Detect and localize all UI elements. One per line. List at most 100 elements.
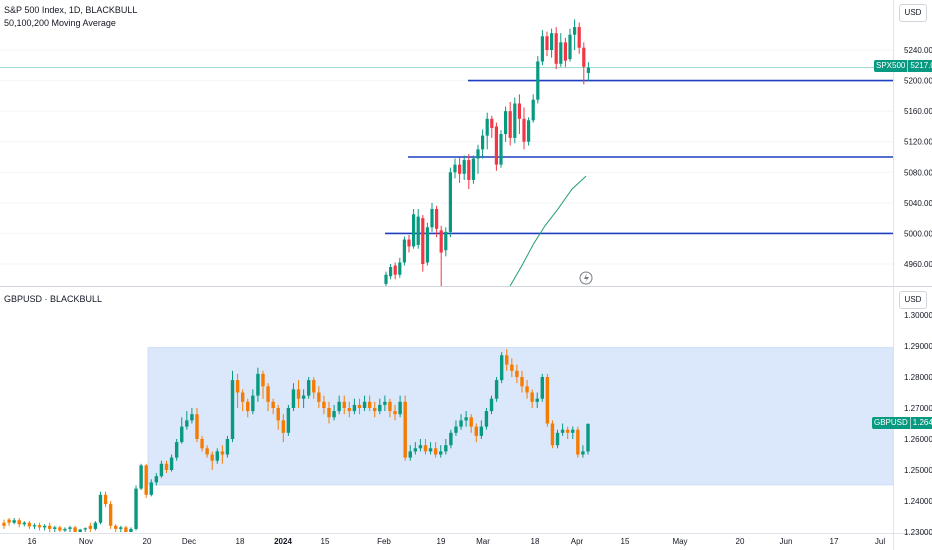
time-tick-label: Dec — [182, 537, 196, 546]
spx-candle — [522, 107, 526, 150]
gbpusd-candle — [332, 404, 336, 421]
gbpusd-candle — [525, 380, 529, 399]
spx-candle — [425, 222, 429, 266]
gbpusd-candle-body — [200, 439, 204, 449]
gbpusd-candle — [408, 445, 412, 461]
gbpusd-candle — [337, 395, 341, 415]
gbpusd-candle-body — [357, 404, 362, 408]
spx-candle — [393, 262, 397, 280]
spx-candle — [577, 22, 581, 54]
spx-candle-body — [444, 231, 448, 251]
moving-average-line — [509, 175, 587, 287]
spx-candle — [540, 30, 544, 66]
gbpusd-candle-body — [510, 364, 514, 371]
spx-currency-button[interactable]: USD — [899, 4, 927, 22]
spx-candle — [435, 205, 439, 238]
gbpusd-candle — [383, 395, 387, 412]
gbpusd-price-tick: 1.28000 — [904, 373, 932, 382]
gbpusd-candle — [540, 373, 544, 402]
gbpusd-candle — [373, 401, 377, 418]
gbpusd-candle — [149, 479, 153, 497]
gbpusd-candle — [576, 426, 580, 458]
spx-candle — [384, 271, 388, 287]
gbpusd-candle — [174, 439, 179, 461]
gbpusd-candle-body — [114, 525, 118, 529]
gbpusd-candle-body — [210, 454, 214, 461]
gbpusd-candle — [357, 398, 362, 415]
gbpusd-candle-body — [535, 398, 539, 402]
gbpusd-candle — [129, 527, 133, 532]
gbpusd-candle-body — [215, 451, 219, 461]
gbpusd-candle — [63, 527, 67, 532]
spx-price-tick: 5120.00 — [904, 138, 932, 147]
gbpusd-candle-body — [68, 527, 72, 529]
spx-candle — [402, 236, 406, 266]
gbpusd-candle-body — [256, 373, 260, 396]
gbpusd-candle-body — [459, 420, 463, 427]
gbpusd-title: GBPUSD · BLACKBULL — [4, 294, 103, 304]
range-highlight-box — [147, 347, 894, 486]
gbpusd-candle-body — [240, 392, 245, 402]
spx-candle-body — [531, 99, 535, 121]
spx-candle — [586, 62, 590, 81]
gbpusd-candle — [484, 408, 489, 430]
gbpusd-candle-body — [464, 417, 468, 421]
gbpusd-currency-button[interactable]: USD — [899, 291, 927, 309]
gbpusd-candle-body — [403, 401, 407, 458]
time-tick-label: 20 — [143, 537, 152, 546]
spx-price-tick: 5040.00 — [904, 199, 932, 208]
gbpusd-candle — [220, 445, 225, 464]
gbpusd-candle — [550, 420, 555, 449]
spx-price-tag-value: 5217.08 — [910, 61, 932, 70]
gbpusd-candle-body — [505, 355, 509, 365]
spx-candles — [384, 19, 590, 287]
gbpusd-candle-body — [347, 408, 352, 412]
spx-indicator-label[interactable]: 50,100,200 Moving Average — [4, 18, 116, 28]
spx-candle-body — [527, 120, 531, 142]
spx-candle-body — [416, 216, 420, 245]
gbpusd-candle — [266, 383, 270, 412]
spx-price-tag-symbol: SPX500 — [874, 60, 909, 72]
gbpusd-candle — [312, 377, 316, 399]
gbpusd-candle-body — [327, 408, 331, 418]
time-tick-label: Feb — [377, 537, 391, 546]
gbpusd-candle-body — [124, 527, 128, 532]
spx-candle-body — [439, 230, 443, 253]
spx-candle — [430, 202, 434, 232]
time-tick-label: 16 — [28, 537, 37, 546]
spx-candle-body — [577, 27, 581, 48]
gbpusd-candle-body — [301, 395, 306, 399]
gbpusd-price-tick: 1.25000 — [904, 466, 932, 475]
time-tick-label: May — [672, 537, 687, 546]
gbpusd-candle — [362, 395, 367, 412]
gbpusd-candle-body — [42, 525, 47, 528]
spx-grid — [0, 49, 893, 265]
alert-icon[interactable] — [579, 271, 593, 285]
gbpusd-candle — [306, 377, 311, 399]
gbpusd-candle — [159, 460, 164, 478]
gbpusd-candle — [2, 519, 6, 529]
spx-candle — [412, 208, 416, 249]
spx-candle-body — [536, 61, 540, 100]
spx-candle — [444, 227, 448, 257]
gbpusd-candle — [378, 398, 382, 415]
gbpusd-candle — [317, 386, 321, 408]
spx-candle — [462, 155, 466, 180]
gbpusd-candle-body — [530, 392, 534, 402]
gbpusd-candle-body — [281, 420, 286, 433]
gbpusd-candle-body — [271, 401, 275, 408]
gbpusd-candle — [205, 445, 209, 458]
spx-candle-body — [453, 164, 457, 173]
spx-candle-body — [504, 111, 508, 135]
spx-candle-body — [545, 36, 549, 50]
gbpusd-candle-body — [520, 377, 524, 387]
gbpusd-candle — [230, 370, 235, 443]
gbpusd-candle — [505, 349, 509, 371]
gbpusd-candle-body — [489, 398, 494, 412]
gbpusd-candle — [185, 411, 189, 430]
gbpusd-candle — [154, 473, 159, 486]
spx-candle-body — [573, 27, 577, 35]
